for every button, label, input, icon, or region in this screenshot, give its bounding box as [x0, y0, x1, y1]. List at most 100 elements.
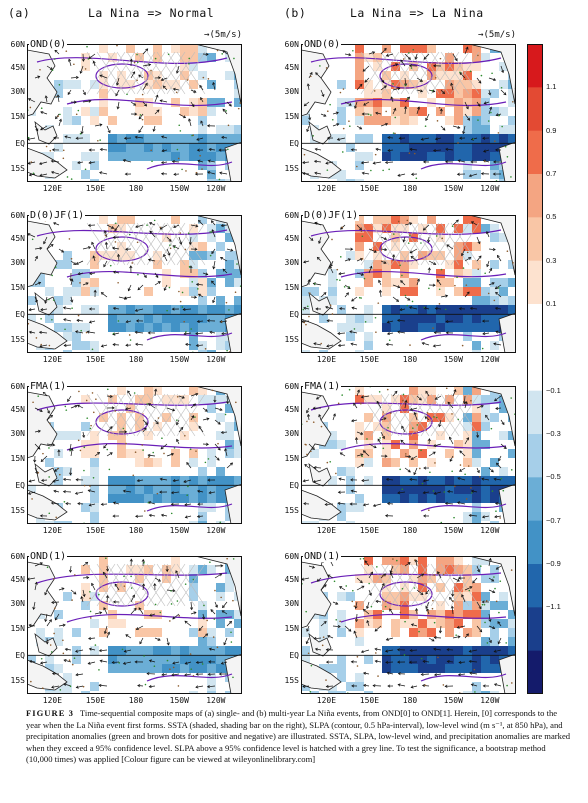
wind-vectors: [301, 219, 502, 348]
lon-tick-label: 150W: [443, 355, 463, 364]
lon-tick-label: 180: [128, 526, 144, 535]
panel-a-tag: (a): [8, 6, 31, 20]
lat-tick-label: 15S: [10, 676, 25, 686]
precip-dots: [301, 557, 513, 694]
lat-tick-label: 15S: [284, 335, 299, 345]
precip-dots: [27, 44, 241, 181]
lon-tick-label: 180: [402, 696, 418, 705]
panel-season-label: D(0)JF(1): [29, 210, 86, 221]
precip-dots: [302, 215, 516, 353]
lon-tick-label: 120E: [316, 696, 337, 705]
map-frame: [301, 215, 516, 353]
precip-dots: [27, 556, 235, 691]
lon-tick-label: 120W: [480, 355, 500, 364]
lon-tick-label: 150E: [85, 696, 106, 705]
lat-tick-label: 15N: [284, 453, 299, 463]
lon-tick-label: 150E: [85, 184, 106, 193]
precip-dots: [31, 388, 237, 524]
lat-tick-label: 45N: [284, 575, 299, 585]
map-field: [27, 215, 242, 353]
colorbar-tick-label: 0.1: [546, 299, 557, 308]
significance-hatching: [86, 51, 206, 95]
lat-tick-label: 15N: [284, 623, 299, 633]
colorbar-segment: [527, 477, 543, 522]
wind-vectors: [27, 219, 234, 348]
panel-season-label: OND(0): [303, 39, 342, 50]
lat-tick-label: EQ: [15, 139, 25, 149]
lat-tick-label: EQ: [15, 651, 25, 661]
colorbar-segment: [527, 520, 543, 565]
lat-tick-label: 15S: [10, 164, 25, 174]
colorbar-tick-label: 0.9: [546, 125, 557, 135]
colorbar-segment: [527, 44, 543, 88]
coastlines: [301, 556, 516, 694]
coastlines: [27, 386, 242, 524]
wind-vectors: [301, 557, 502, 689]
colorbar-segment: [527, 174, 543, 218]
lat-tick-label: 30N: [10, 257, 25, 267]
panel-season-label: FMA(1): [29, 381, 68, 392]
lat-tick-label: 15N: [10, 453, 25, 463]
colorbar-frame: [527, 44, 543, 694]
coastlines: [27, 556, 242, 694]
colorbar-segment: [527, 87, 543, 132]
lon-tick-label: 120W: [206, 355, 226, 364]
lon-tick-label: 180: [402, 526, 418, 535]
map-field: [27, 44, 242, 182]
figure-caption: FIGURE 3 Time-sequential composite maps o…: [26, 708, 572, 766]
lat-tick-label: 45N: [284, 234, 299, 244]
lat-tick-label: 30N: [10, 598, 25, 608]
precip-dots: [301, 386, 516, 524]
lon-tick-label: 150W: [169, 696, 189, 705]
lon-tick-label: 120W: [480, 696, 500, 705]
colorbar-segment: [527, 564, 543, 608]
lon-tick-label: 150W: [443, 526, 463, 535]
lat-tick-label: 30N: [284, 86, 299, 96]
lat-tick-label: EQ: [289, 310, 299, 320]
lon-tick-label: 150E: [359, 526, 380, 535]
lon-tick-label: 120E: [316, 355, 337, 364]
lon-tick-label: 120W: [206, 184, 226, 193]
map-panel-a-3: FMA(1): [27, 381, 242, 524]
panel-season-label: D(0)JF(1): [303, 210, 360, 221]
slp-contours: [310, 229, 507, 341]
lat-tick-label: 30N: [10, 428, 25, 438]
colorbar-segment: [527, 130, 543, 175]
map-frame: [27, 386, 242, 524]
lat-tick-label: 45N: [284, 405, 299, 415]
lat-tick-label: 60N: [284, 211, 299, 220]
lat-tick-label: 60N: [284, 40, 299, 49]
lat-tick-label: 30N: [284, 598, 299, 608]
coastlines: [301, 44, 516, 182]
lat-tick-label: 45N: [10, 575, 25, 585]
colorbar-segment: [527, 347, 543, 392]
significance-hatching: [86, 222, 206, 266]
wind-vectors: [302, 46, 507, 178]
significance-hatching: [360, 393, 480, 437]
lon-tick-label: 120E: [42, 355, 63, 364]
colorbar-segment: [527, 607, 543, 652]
colorbar-graphic: [527, 44, 543, 695]
lat-tick-label: 60N: [10, 552, 25, 561]
colorbar-tick-label: 0.7: [546, 169, 557, 178]
coastlines: [301, 215, 516, 353]
lon-tick-label: 180: [128, 696, 144, 705]
map-field: [301, 44, 516, 182]
lat-tick-label: 15S: [10, 506, 25, 516]
colorbar-tick-label: 1.1: [546, 82, 557, 92]
colorbar: [527, 44, 543, 695]
map-field: [301, 215, 516, 353]
panel-a-title: La Nina => Normal: [88, 6, 215, 20]
lon-tick-label: 150E: [359, 696, 380, 705]
caption-text: Time-sequential composite maps of (a) si…: [26, 708, 571, 765]
map-panel-b-3: FMA(1): [301, 381, 516, 524]
lat-tick-label: 60N: [284, 552, 299, 561]
colorbar-tick-label: −0.5: [546, 472, 561, 482]
colorbar-tick-label: 0.5: [546, 212, 557, 222]
map-panel-a-1: OND(0) →(5m/s): [27, 30, 242, 182]
lat-tick-label: 45N: [10, 405, 25, 415]
lon-tick-label: 120E: [316, 526, 337, 535]
map-frame: [301, 556, 516, 694]
lon-tick-label: 120W: [480, 526, 500, 535]
significance-hatching: [360, 563, 480, 607]
